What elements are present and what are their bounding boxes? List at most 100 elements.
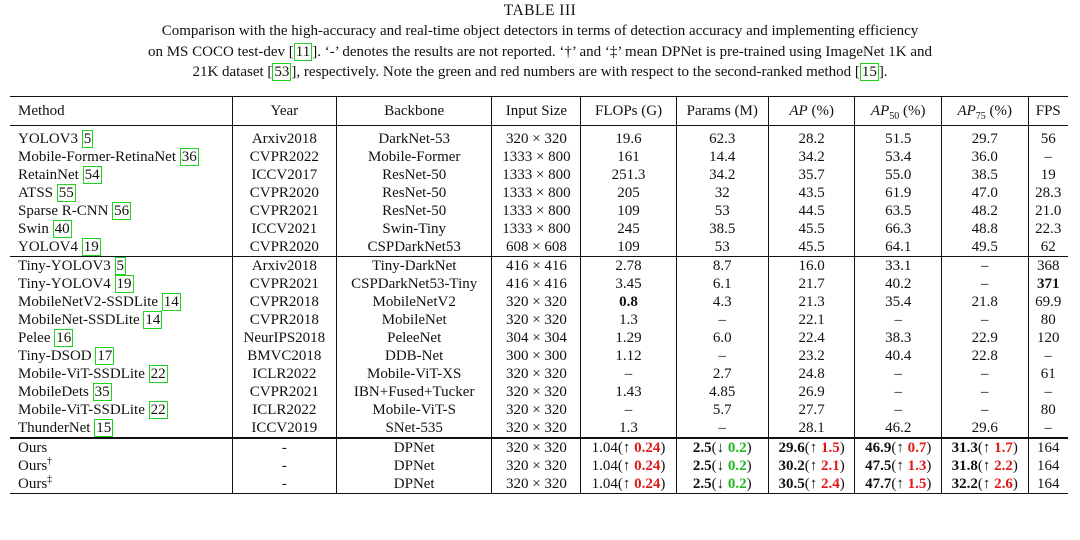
cell-method: MobileNet-SSDLite 14 <box>10 311 232 329</box>
citation-link[interactable]: 54 <box>82 166 102 184</box>
cell-params-value: 53 <box>714 203 730 219</box>
method-name: Ours <box>18 440 48 456</box>
ap50-delta: 1.3 <box>907 458 927 474</box>
cell-year: ICCV2021 <box>231 220 337 238</box>
citation-link[interactable]: 19 <box>114 275 134 293</box>
cell-method: Ours† <box>10 457 232 475</box>
method-name: Mobile-Former-RetinaNet <box>18 149 176 165</box>
cell-ap50: 33.1 <box>854 256 942 275</box>
citation-link[interactable]: 5 <box>81 130 94 148</box>
citation-link[interactable]: 55 <box>56 184 76 202</box>
citation-link[interactable]: 14 <box>161 293 181 311</box>
cell-params-value: 4.85 <box>709 384 736 400</box>
cell-input-size: 320 × 320 <box>491 125 581 148</box>
cell-flops-value: 161 <box>617 149 640 165</box>
cell-input-size-value: 320 × 320 <box>505 294 567 310</box>
citation-link[interactable]: 11 <box>293 42 313 61</box>
cell-ap: 22.1 <box>767 311 855 329</box>
params-value: 2.5 <box>692 476 712 492</box>
cell-ap-value: 27.7 <box>798 402 825 418</box>
cell-input-size-value: 304 × 304 <box>505 330 567 346</box>
citation-link[interactable]: 35 <box>92 383 112 401</box>
cell-flops: – <box>580 365 677 383</box>
cell-ap50: 35.4 <box>854 293 942 311</box>
citation-link[interactable]: 15 <box>859 63 879 81</box>
table-row: YOLOV3 5 Arxiv2018 DarkNet-53 320 × 320 19.6… <box>10 125 1068 148</box>
cell-params-value: – <box>718 312 727 328</box>
cell-year: ICLR2022 <box>231 365 337 383</box>
table-body: YOLOV3 5 Arxiv2018 DarkNet-53 320 × 320 19.6… <box>10 125 1068 494</box>
cell-method: Mobile-ViT-SSDLite 22 <box>10 365 232 383</box>
table-title: TABLE III <box>503 2 577 19</box>
cell-ap75-value: – <box>980 384 989 400</box>
cell-backbone: PeleeNet <box>335 329 492 347</box>
cell-ap75-value: – <box>980 276 989 292</box>
cell-backbone-value: MobileNetV2 <box>372 294 456 310</box>
cell-fps-value: 120 <box>1037 330 1060 346</box>
close-paren: ) <box>926 476 932 492</box>
citation-link[interactable]: 22 <box>148 401 168 419</box>
cell-fps-value: 69.9 <box>1035 294 1062 310</box>
cell-ap50: – <box>854 365 942 383</box>
close-paren: ) <box>746 476 752 492</box>
cell-flops-value: 3.45 <box>615 276 642 292</box>
cell-ap-value: 24.8 <box>798 366 825 382</box>
cell-fps: 164 <box>1027 475 1068 494</box>
ap-value: 29.6 <box>778 440 805 456</box>
cell-input-size-value: 320 × 320 <box>505 384 567 400</box>
citation-link[interactable]: 19 <box>81 238 101 256</box>
ap75-symbol: AP <box>957 103 976 119</box>
cell-ap50: – <box>854 311 942 329</box>
cell-params-value: 38.5 <box>709 221 736 237</box>
cell-input-size-value: 1333 × 800 <box>502 221 571 237</box>
cell-params-value: – <box>718 420 727 436</box>
citation-link[interactable]: 40 <box>52 220 72 238</box>
cell-input-size: 320 × 320 <box>491 475 581 494</box>
header-row: Method Year Backbone Input Size FLOPs (G… <box>10 96 1068 126</box>
cell-ap: 21.3 <box>767 293 855 311</box>
cell-flops: 1.3 <box>580 311 677 329</box>
cell-year: NeurIPS2018 <box>231 329 337 347</box>
cell-ap-value: 21.3 <box>798 294 825 310</box>
cell-method: Tiny-YOLOV4 19 <box>10 275 232 293</box>
cell-year: Arxiv2018 <box>231 125 337 148</box>
cell-fps-value: 80 <box>1040 312 1056 328</box>
params-delta: 0.2 <box>727 440 747 456</box>
cell-input-size-value: 320 × 320 <box>505 476 567 492</box>
method-name: Tiny-YOLOV4 <box>18 276 111 292</box>
cell-year: CVPR2022 <box>231 148 337 166</box>
col-params: Params (M) <box>675 96 769 126</box>
cell-ap: 29.6(↑ 1.5) <box>767 437 855 457</box>
citation-link[interactable]: 53 <box>272 63 292 81</box>
citation-link[interactable]: 22 <box>148 365 168 383</box>
citation-link[interactable]: 56 <box>112 202 132 220</box>
citation-link[interactable]: 17 <box>95 347 115 365</box>
cell-params-value: 6.1 <box>712 276 732 292</box>
cell-input-size: 304 × 304 <box>491 329 581 347</box>
cell-input-size: 1333 × 800 <box>491 166 581 184</box>
citation-link[interactable]: 16 <box>54 329 74 347</box>
ap-arrow: (↑ <box>804 440 822 456</box>
cell-ap50: 55.0 <box>854 166 942 184</box>
cell-fps: 19 <box>1027 166 1068 184</box>
cell-ap50: – <box>854 401 942 419</box>
citation-link[interactable]: 14 <box>143 311 163 329</box>
citation-link[interactable]: 5 <box>114 257 127 275</box>
cell-backbone: DPNet <box>335 457 492 475</box>
citation-link[interactable]: 15 <box>94 419 114 437</box>
citation-link[interactable]: 36 <box>179 148 199 166</box>
cell-flops: 0.8 <box>580 293 677 311</box>
ap-unit: (%) <box>807 103 834 119</box>
cell-params: 4.3 <box>675 293 769 311</box>
cell-year-value: CVPR2020 <box>249 239 319 255</box>
cell-ap: 30.2(↑ 2.1) <box>767 457 855 475</box>
ap75-arrow: (↑ <box>977 440 995 456</box>
cell-year-value: Arxiv2018 <box>251 131 317 147</box>
cell-ap75-value: – <box>980 402 989 418</box>
table-caption: Comparison with the high-accuracy and re… <box>10 21 1070 83</box>
ap50-arrow: (↑ <box>891 476 908 492</box>
ap75-arrow: (↑ <box>977 476 995 492</box>
cell-ap: 16.0 <box>767 256 855 275</box>
cell-ap75: 48.2 <box>940 202 1028 220</box>
cell-input-size: 300 × 300 <box>491 347 581 365</box>
